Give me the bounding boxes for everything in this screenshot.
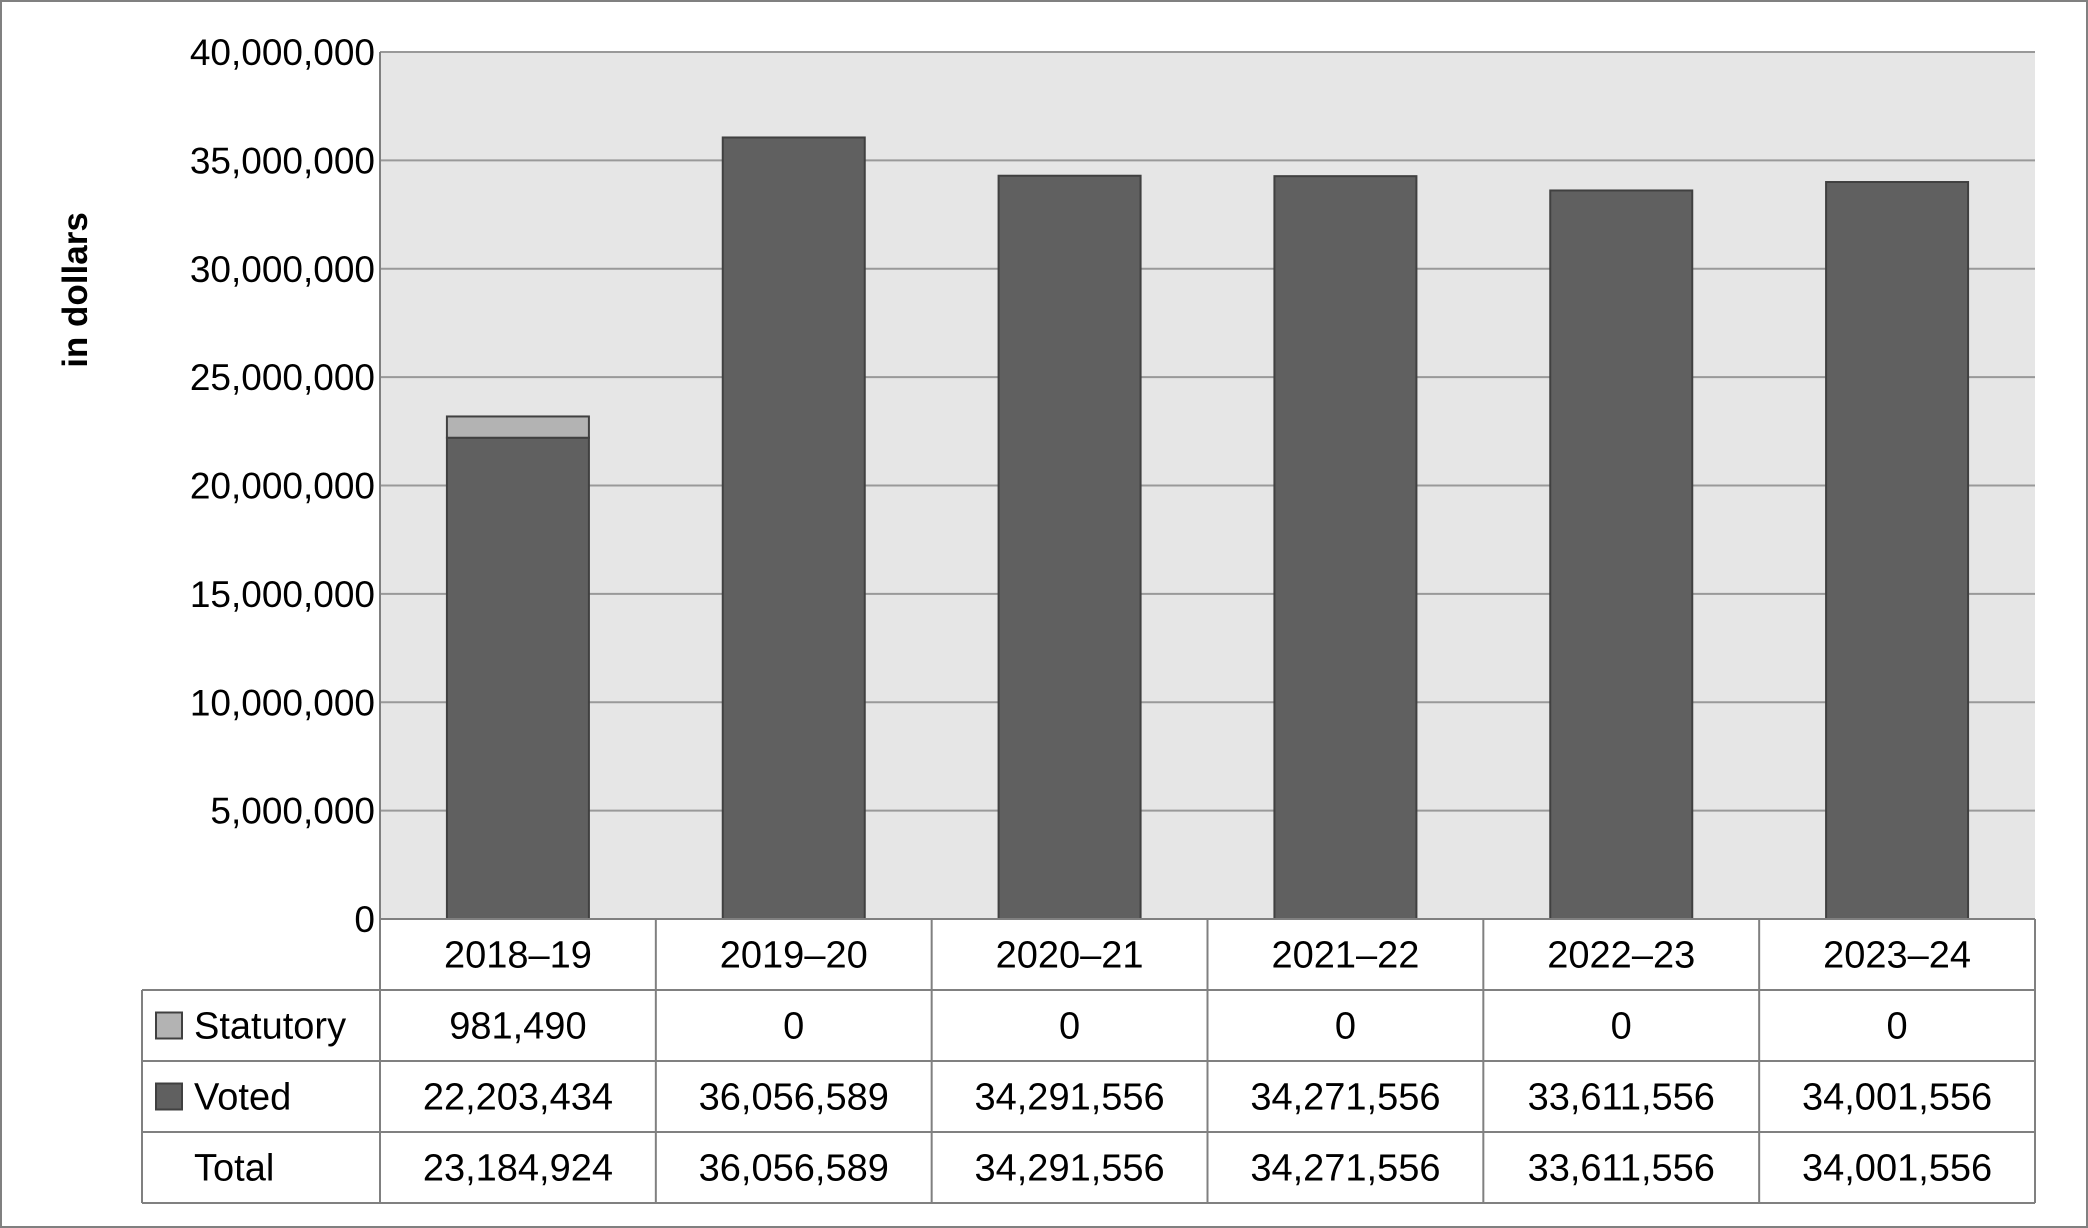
y-tick-label: 30,000,000	[190, 249, 375, 290]
table-cell: 981,490	[449, 1006, 586, 1048]
table-cell: 34,291,556	[974, 1077, 1164, 1119]
bar-voted-2020–21	[997, 174, 1142, 920]
y-tick-label: 35,000,000	[190, 140, 375, 181]
table-cell: 0	[1887, 1006, 1908, 1048]
legend-swatch-statutory	[155, 1011, 183, 1040]
bar-voted-2023–24	[1825, 181, 1970, 920]
bar-voted-2019–20	[721, 136, 866, 920]
table-cell: 0	[1335, 1006, 1356, 1048]
y-tick-label: 15,000,000	[190, 574, 375, 615]
bar-voted-2021–22	[1273, 175, 1418, 921]
table-cell: 23,184,924	[423, 1148, 613, 1190]
table-cell: 36,056,589	[699, 1148, 889, 1190]
x-category-label: 2021–22	[1271, 935, 1419, 977]
x-category-label: 2018–19	[444, 935, 592, 977]
data-table: 2018–19 2019–20 2020–21 2021–22 2022–23 2023–…	[141, 918, 2036, 1204]
legend-swatch-voted	[155, 1082, 183, 1111]
bar-voted-2018–19	[445, 436, 590, 920]
x-category-label: 2020–21	[996, 935, 1144, 977]
table-cell: 34,001,556	[1802, 1077, 1992, 1119]
y-axis-label: in dollars	[56, 212, 95, 368]
y-tick-label: 10,000,000	[190, 682, 375, 723]
bar-statutory-2018–19	[445, 415, 590, 439]
table-cell: 0	[783, 1006, 804, 1048]
y-axis-ticks: 0 5,000,000 10,000,000 15,000,000 20,000,000…	[190, 32, 375, 940]
y-tick-label: 20,000,000	[190, 466, 375, 507]
y-tick-label: 40,000,000	[190, 32, 375, 73]
table-cell: 34,271,556	[1250, 1148, 1440, 1190]
table-cell: 34,271,556	[1250, 1077, 1440, 1119]
bar-voted-2022–23	[1549, 189, 1694, 920]
x-category-label: 2022–23	[1547, 935, 1695, 977]
table-cell: 34,001,556	[1802, 1148, 1992, 1190]
table-cell: 33,611,556	[1528, 1077, 1715, 1119]
table-row-label: Voted	[194, 1077, 291, 1119]
y-tick-label: 5,000,000	[210, 791, 375, 832]
table-row-label: Statutory	[194, 1006, 346, 1048]
x-category-label: 2019–20	[720, 935, 868, 977]
table-cell: 0	[1059, 1006, 1080, 1048]
gridlines	[379, 51, 2035, 919]
table-cell: 33,611,556	[1528, 1148, 1715, 1190]
table-row-label: Total	[194, 1148, 274, 1190]
table-cell: 22,203,434	[423, 1077, 613, 1119]
table-cell: 0	[1611, 1006, 1632, 1048]
bars	[445, 136, 1970, 921]
y-tick-label: 25,000,000	[190, 357, 375, 398]
table-cell: 34,291,556	[974, 1148, 1164, 1190]
x-category-label: 2023–24	[1823, 935, 1971, 977]
y-tick-label: 0	[354, 899, 375, 940]
table-cell: 36,056,589	[699, 1077, 889, 1119]
